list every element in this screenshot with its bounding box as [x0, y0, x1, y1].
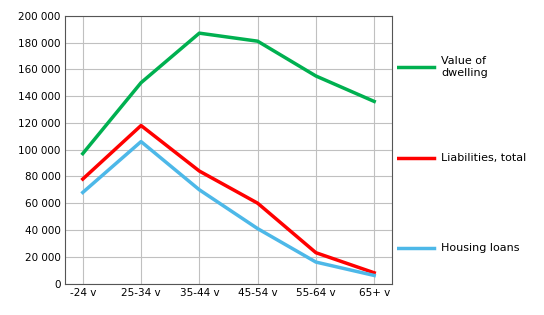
Text: Liabilities, total: Liabilities, total [441, 152, 527, 163]
Text: Housing loans: Housing loans [441, 243, 520, 253]
Text: Value of
dwelling: Value of dwelling [441, 56, 488, 77]
